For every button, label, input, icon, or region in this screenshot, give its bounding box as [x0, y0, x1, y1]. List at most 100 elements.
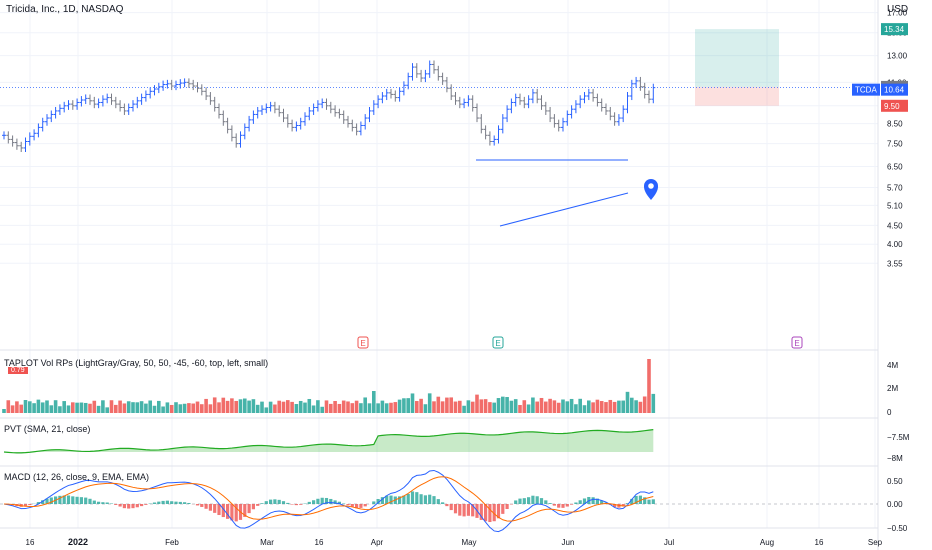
- volume-bar: [238, 399, 243, 413]
- ohlc-bar: [315, 100, 320, 112]
- macd-histogram-bar: [152, 502, 157, 504]
- ohlc-bar: [552, 114, 557, 128]
- ohlc-bar: [505, 105, 510, 123]
- ohlc-bar: [221, 110, 226, 126]
- ohlc-bar: [238, 131, 243, 148]
- ohlc-bar: [92, 96, 97, 109]
- macd-histogram-bar: [484, 504, 488, 522]
- volume-bar: [19, 404, 23, 413]
- ohlc-bar: [543, 101, 548, 115]
- macd-histogram-bar: [131, 504, 135, 509]
- pvt-axis-tick: −8M: [887, 454, 903, 463]
- stop-price-label: 9.50: [884, 102, 900, 111]
- ohlc-bar: [62, 101, 67, 113]
- volume-bar: [397, 399, 402, 413]
- macd-axis-tick: 0.00: [887, 500, 903, 509]
- ohlc-bar: [118, 100, 123, 112]
- ohlc-bar: [45, 114, 49, 126]
- time-axis-tick: 16: [315, 538, 324, 547]
- volume-bar: [518, 404, 522, 413]
- volume-bar: [591, 402, 595, 413]
- ohlc-bar: [27, 132, 32, 146]
- volume-bar: [200, 404, 204, 413]
- macd-histogram-bar: [613, 504, 617, 508]
- ohlc-bar: [131, 100, 135, 112]
- volume-bar: [122, 403, 127, 413]
- macd-histogram-bar: [234, 504, 238, 522]
- volume-bar: [384, 403, 389, 413]
- pin-shape: [644, 179, 658, 200]
- ohlc-bar: [79, 96, 84, 107]
- volume-bar: [359, 403, 363, 413]
- ohlc-bar: [100, 95, 105, 107]
- ohlc-bar: [423, 69, 428, 83]
- ohlc-bar: [113, 96, 118, 109]
- volume-bar: [380, 400, 385, 413]
- macd-histogram-bar: [273, 499, 277, 504]
- ohlc-bar: [350, 119, 355, 132]
- macd-histogram-bar: [402, 495, 406, 504]
- macd-indicator-title[interactable]: MACD (12, 26, close, 9, EMA, EMA): [4, 472, 150, 482]
- volume-bar: [329, 403, 333, 413]
- ohlc-bar: [174, 80, 178, 91]
- ohlc-bar: [569, 105, 574, 119]
- ohlc-bar: [410, 63, 415, 81]
- volume-bar: [6, 400, 11, 413]
- macd-histogram-bar: [445, 504, 449, 507]
- macd-histogram-bar: [346, 504, 350, 506]
- macd-histogram-bar: [355, 504, 359, 509]
- earnings-marker-label: E: [360, 339, 365, 348]
- volume-bar: [582, 405, 587, 413]
- time-axis-tick: Mar: [260, 538, 274, 547]
- macd-histogram-bar: [527, 497, 531, 504]
- earnings-marker: [791, 336, 803, 349]
- ohlc-bar: [242, 123, 247, 140]
- volume-indicator-title[interactable]: TAPLOT Vol RPs (LightGray/Gray, 50, 50, …: [4, 358, 269, 368]
- volume-bar: [410, 393, 415, 413]
- macd-histogram-bar: [471, 504, 475, 517]
- ohlc-bar: [462, 98, 467, 109]
- volume-bar: [324, 400, 329, 413]
- ohlc-bar: [161, 80, 166, 91]
- ohlc-bar: [169, 79, 174, 91]
- volume-bar: [187, 403, 191, 413]
- volume-bar: [621, 400, 625, 413]
- ohlc-bar: [10, 135, 15, 147]
- ohlc-bar: [371, 100, 376, 115]
- pvt-indicator-title[interactable]: PVT (SMA, 21, close): [4, 424, 91, 434]
- volume-bar: [135, 402, 140, 413]
- macd-histogram-bar: [552, 504, 556, 506]
- ohlc-bar: [621, 105, 626, 123]
- ohlc-bar: [457, 96, 462, 109]
- ohlc-bar: [500, 114, 505, 134]
- volume-bar: [376, 403, 380, 413]
- volume-bar: [617, 400, 621, 413]
- volume-bar: [281, 401, 286, 413]
- volume-bar: [307, 398, 312, 413]
- volume-bar: [587, 400, 591, 413]
- volume-bar: [157, 400, 161, 413]
- ohlc-bar: [586, 88, 591, 101]
- macd-histogram-bar: [260, 503, 264, 504]
- ohlc-bar: [522, 96, 527, 109]
- volume-bar: [2, 409, 6, 413]
- volume-bar: [642, 396, 647, 413]
- ohlc-bar: [612, 112, 617, 126]
- volume-bar: [320, 406, 324, 413]
- volume-bar: [440, 401, 445, 413]
- ohlc-bar: [595, 93, 600, 107]
- ohlc-bar: [260, 105, 264, 115]
- ohlc-bar: [105, 93, 110, 104]
- ohlc-bar: [535, 88, 540, 104]
- ohlc-bar: [608, 106, 613, 121]
- macd-histogram-bar: [582, 498, 587, 504]
- macd-histogram-bar: [398, 496, 402, 504]
- ohlc-bar: [436, 65, 441, 81]
- macd-histogram-bar: [419, 494, 423, 504]
- ohlc-bar: [591, 88, 596, 102]
- macd-histogram-bar: [118, 504, 122, 507]
- earnings-marker: [492, 336, 504, 349]
- ohlc-bar: [509, 98, 514, 114]
- macd-histogram-bar: [359, 504, 363, 508]
